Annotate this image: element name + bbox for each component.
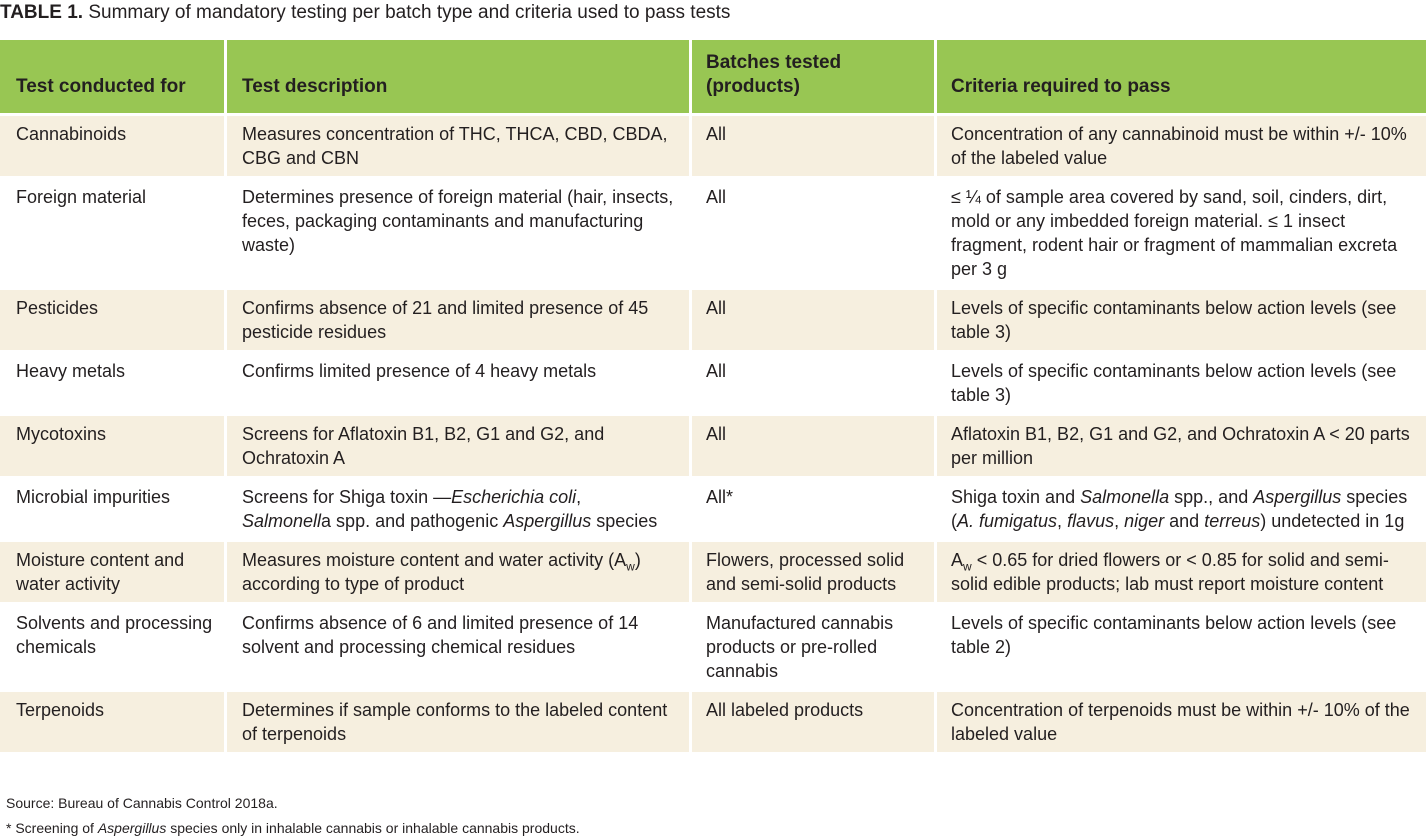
text-span: spp., and [1169, 487, 1254, 507]
cell-description: Screens for Shiga toxin —Escherichia col… [224, 476, 689, 539]
text-span: , [1057, 511, 1068, 531]
table-row: Mycotoxins Screens for Aflatoxin B1, B2,… [0, 413, 1426, 476]
cell-description: Confirms limited presence of 4 heavy met… [224, 350, 689, 413]
cell-batches: All [689, 287, 934, 350]
cell-description: Determines presence of foreign material … [224, 176, 689, 287]
cell-criteria: Aw < 0.65 for dried flowers or < 0.85 fo… [934, 539, 1426, 602]
table-row: Terpenoids Determines if sample conforms… [0, 689, 1426, 752]
cell-criteria: Shiga toxin and Salmonella spp., and Asp… [934, 476, 1426, 539]
subscript: w [626, 559, 635, 574]
text-span: a spp. and pathogenic [321, 511, 504, 531]
cell-criteria: Concentration of terpenoids must be with… [934, 689, 1426, 752]
footnote: * Screening of Aspergillus species only … [6, 820, 580, 836]
header-row: Test conducted for Test description Batc… [0, 40, 1426, 113]
cell-criteria: Levels of specific contaminants below ac… [934, 287, 1426, 350]
header-batches-line1: Batches tested [706, 52, 842, 73]
cell-criteria: Concentration of any cannabinoid must be… [934, 113, 1426, 176]
table-caption: TABLE 1. Summary of mandatory testing pe… [0, 2, 730, 24]
table-row: Moisture content and water activity Meas… [0, 539, 1426, 602]
text-span: ) according to type of product [242, 550, 641, 594]
cell-batches: All [689, 176, 934, 287]
text-span: , [576, 487, 582, 507]
cell-description: Screens for Aflatoxin B1, B2, G1 and G2,… [224, 413, 689, 476]
text-span: Measures moisture content and water acti… [242, 550, 627, 570]
text-span: < 0.65 for dried flowers or < 0.85 for s… [951, 550, 1389, 594]
subscript: w [963, 559, 972, 574]
source-note: Source: Bureau of Cannabis Control 2018a… [6, 795, 278, 811]
cell-test-for: Pesticides [0, 287, 224, 350]
cell-batches: Manufactured cannabis products or pre-ro… [689, 602, 934, 689]
text-span: species only in inhalable cannabis or in… [166, 820, 580, 836]
header-criteria: Criteria required to pass [934, 40, 1426, 113]
header-test-for: Test conducted for [0, 40, 224, 113]
text-span: Screens for Shiga toxin — [242, 487, 452, 507]
text-span: species ( [951, 487, 1408, 531]
text-span: * Screening of [6, 820, 98, 836]
italic-span: niger [1124, 511, 1165, 531]
header-description: Test description [224, 40, 689, 113]
italic-span: Escherichia coli [451, 487, 577, 507]
header-batches-line2: (products) [706, 76, 800, 97]
italic-span: Aspergillus [1253, 487, 1342, 507]
table-row: Solvents and processing chemicals Confir… [0, 602, 1426, 689]
cell-test-for: Cannabinoids [0, 113, 224, 176]
cell-test-for: Heavy metals [0, 350, 224, 413]
table-title: Summary of mandatory testing per batch t… [88, 2, 731, 23]
cell-test-for: Microbial impurities [0, 476, 224, 539]
cell-test-for: Terpenoids [0, 689, 224, 752]
text-span: A [951, 550, 964, 570]
cell-description: Measures moisture content and water acti… [224, 539, 689, 602]
italic-span: Aspergillus [97, 820, 167, 836]
header-batches: Batches tested (products) [689, 40, 934, 113]
text-span: species [591, 511, 658, 531]
cell-test-for: Moisture content and water activity [0, 539, 224, 602]
italic-span: A. fumigatus [957, 511, 1058, 531]
cell-description: Confirms absence of 21 and limited prese… [224, 287, 689, 350]
table-row: Pesticides Confirms absence of 21 and li… [0, 287, 1426, 350]
cell-criteria: Aflatoxin B1, B2, G1 and G2, and Ochrato… [934, 413, 1426, 476]
italic-span: Salmonella [1080, 487, 1170, 507]
testing-table: Test conducted for Test description Batc… [0, 40, 1426, 752]
text-span: ) undetected in 1g [1260, 511, 1405, 531]
italic-span: flavus [1067, 511, 1115, 531]
cell-criteria: Levels of specific contaminants below ac… [934, 602, 1426, 689]
table-row: Heavy metals Confirms limited presence o… [0, 350, 1426, 413]
italic-span: terreus [1204, 511, 1261, 531]
cell-batches: All* [689, 476, 934, 539]
italic-span: Aspergillus [503, 511, 592, 531]
cell-criteria: ≤ ¼ of sample area covered by sand, soil… [934, 176, 1426, 287]
cell-description: Determines if sample conforms to the lab… [224, 689, 689, 752]
table-label: TABLE 1. [0, 2, 84, 23]
table-row: Cannabinoids Measures concentration of T… [0, 113, 1426, 176]
italic-span: Salmonell [242, 511, 322, 531]
cell-batches: All [689, 350, 934, 413]
cell-batches: All labeled products [689, 689, 934, 752]
cell-test-for: Solvents and processing chemicals [0, 602, 224, 689]
cell-batches: Flowers, processed solid and semi-solid … [689, 539, 934, 602]
cell-criteria: Levels of specific contaminants below ac… [934, 350, 1426, 413]
cell-batches: All [689, 413, 934, 476]
table-row: Foreign material Determines presence of … [0, 176, 1426, 287]
table-row: Microbial impurities Screens for Shiga t… [0, 476, 1426, 539]
cell-description: Confirms absence of 6 and limited presen… [224, 602, 689, 689]
text-span: and [1164, 511, 1205, 531]
text-span: , [1114, 511, 1125, 531]
cell-test-for: Mycotoxins [0, 413, 224, 476]
cell-description: Measures concentration of THC, THCA, CBD… [224, 113, 689, 176]
cell-test-for: Foreign material [0, 176, 224, 287]
cell-batches: All [689, 113, 934, 176]
text-span: Shiga toxin and [951, 487, 1081, 507]
